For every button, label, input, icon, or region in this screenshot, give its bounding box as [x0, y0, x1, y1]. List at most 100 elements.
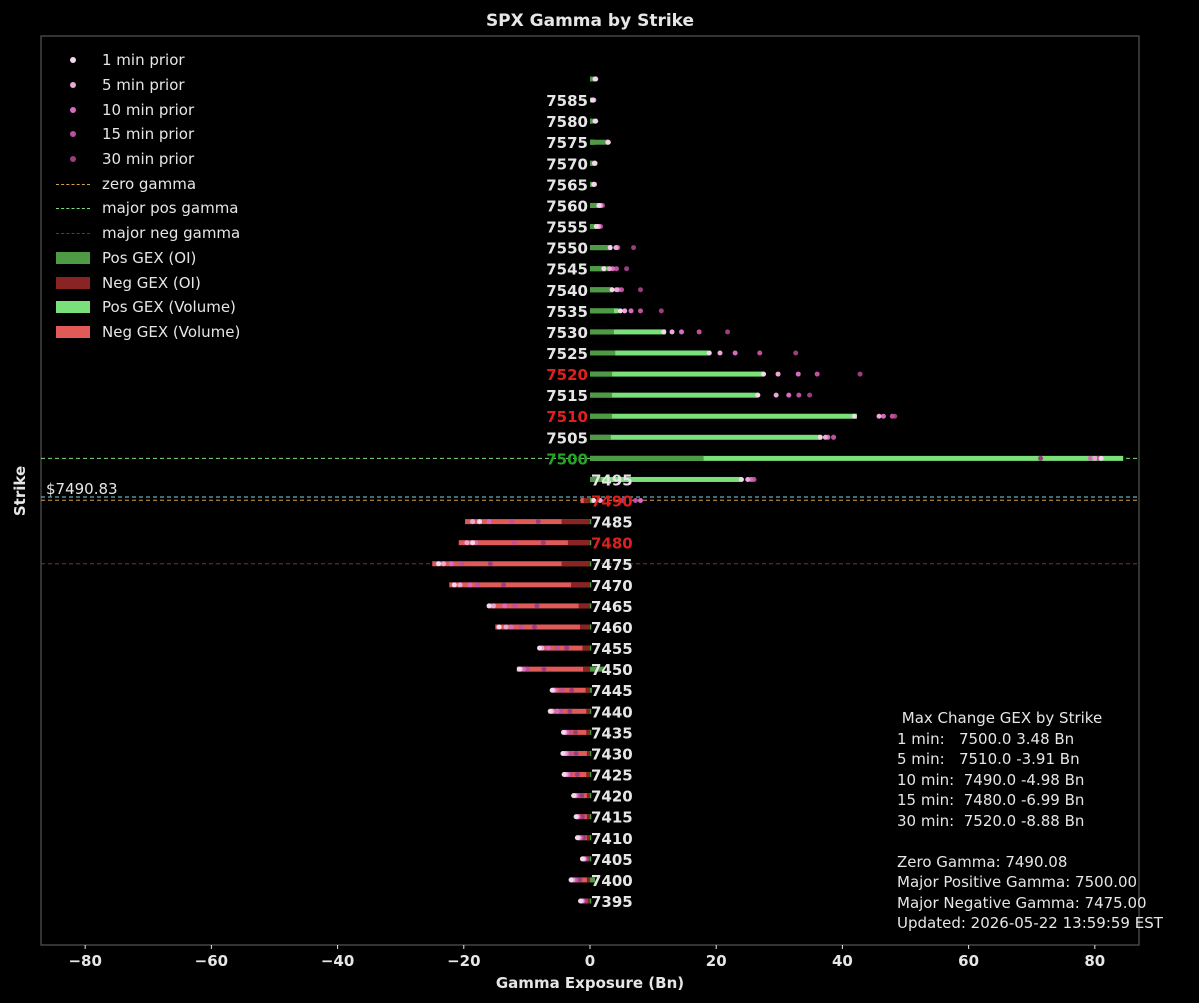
- dot-15min: [511, 540, 517, 546]
- info-box: Max Change GEX by Strike 1 min: 7500.0 3…: [897, 708, 1163, 934]
- strike-label: 7565: [546, 176, 588, 194]
- pos-gex-oi-bar: [590, 666, 605, 672]
- dot-5min: [669, 329, 675, 335]
- strike-label: 7475: [591, 556, 633, 574]
- legend-label: zero gamma: [102, 174, 197, 193]
- dot-15min: [512, 603, 518, 609]
- legend-label: 1 min prior: [102, 51, 185, 70]
- x-tick-label: 40: [832, 952, 853, 970]
- legend-item: 15 min prior: [56, 122, 240, 147]
- dot-15min: [889, 413, 895, 419]
- dot-10min: [448, 561, 454, 567]
- strike-label: 7505: [546, 429, 588, 447]
- dot-1min: [578, 898, 584, 904]
- dot-1min: [1098, 455, 1104, 461]
- info-row-15min: 15 min: 7480.0 -6.99 Bn: [897, 791, 1085, 809]
- dot-30min: [857, 371, 863, 377]
- neg-gex-oi-bar: [586, 708, 590, 714]
- legend-item: Neg GEX (Volume): [56, 320, 240, 345]
- neg-gex-oi-bar: [582, 645, 590, 651]
- strike-label: 7490: [591, 493, 633, 511]
- legend-patch-icon: [56, 251, 90, 264]
- pos-gex-oi-bar: [590, 772, 592, 778]
- dot-10min: [880, 413, 886, 419]
- legend-swatch: [56, 127, 90, 141]
- dot-30min: [534, 603, 540, 609]
- dot-15min: [554, 645, 560, 651]
- dot-15min: [696, 329, 702, 335]
- dot-30min: [624, 266, 630, 272]
- neg-gex-oi-bar: [586, 750, 590, 756]
- x-axis-label: Gamma Exposure (Bn): [496, 974, 684, 992]
- pos-gex-volume-bar: [590, 350, 709, 356]
- dot-1min: [738, 476, 744, 482]
- legend-patch-icon: [56, 301, 90, 314]
- legend-patch-icon: [56, 325, 90, 338]
- dot-5min: [717, 350, 723, 356]
- dot-10min: [679, 329, 684, 335]
- strike-label: 7585: [546, 92, 588, 110]
- strike-label: 7525: [546, 345, 588, 363]
- dot-1min: [596, 202, 602, 208]
- dot-30min: [572, 729, 578, 735]
- dot-5min: [441, 561, 447, 567]
- strike-label: 7410: [591, 830, 633, 848]
- chart-title: SPX Gamma by Strike: [486, 11, 694, 31]
- dot-1min: [561, 772, 567, 778]
- neg-gex-oi-bar: [586, 814, 590, 820]
- legend-swatch: [56, 251, 90, 265]
- dot-30min: [535, 519, 541, 525]
- pos-gex-volume-bar: [590, 392, 758, 398]
- info-major-pos-gamma: Major Positive Gamma: 7500.00: [897, 873, 1138, 891]
- neg-gex-oi-bar: [586, 835, 590, 841]
- dot-15min: [796, 392, 802, 398]
- dot-30min: [658, 308, 664, 314]
- dot-30min: [574, 772, 580, 778]
- pos-gex-oi-bar: [590, 287, 613, 293]
- dot-1min: [516, 666, 522, 672]
- dot-30min: [501, 582, 507, 588]
- dot-5min: [822, 434, 828, 440]
- dot-1min: [761, 371, 767, 377]
- dot-10min: [508, 624, 514, 630]
- dot-10min: [628, 308, 634, 314]
- dot-1min: [470, 540, 476, 546]
- strike-label: 7575: [546, 134, 588, 152]
- dot-5min: [876, 413, 882, 419]
- dot-30min: [793, 350, 799, 356]
- dot-1min: [496, 624, 502, 630]
- dot-1min: [486, 603, 492, 609]
- dot-15min: [614, 266, 620, 272]
- dot-10min: [486, 519, 492, 525]
- dot-1min: [755, 392, 761, 398]
- strike-label: 7520: [546, 366, 588, 384]
- legend-swatch: [56, 226, 90, 240]
- dot-1min: [568, 877, 574, 883]
- strike-label: 7405: [591, 851, 633, 869]
- pos-gex-oi-bar: [590, 434, 611, 440]
- info-major-neg-gamma: Major Negative Gamma: 7475.00: [897, 893, 1147, 912]
- strike-label: 7420: [591, 788, 633, 806]
- pos-gex-oi-bar: [590, 687, 592, 693]
- dot-1min: [477, 519, 483, 525]
- dot-1min: [591, 160, 597, 166]
- info-updated: Updated: 2026-05-22 13:59:59 EST: [897, 914, 1163, 932]
- dot-5min: [775, 371, 781, 377]
- legend-item: zero gamma: [56, 171, 240, 196]
- legend-label: Neg GEX (OI): [102, 273, 201, 292]
- legend-dot-icon: [70, 57, 76, 64]
- dot-1min: [609, 287, 615, 293]
- dot-1min: [607, 245, 613, 251]
- strike-label: 7515: [546, 387, 588, 405]
- dot-30min: [637, 287, 643, 293]
- pos-gex-oi-bar: [590, 476, 602, 482]
- dot-30min: [540, 540, 546, 546]
- dot-15min: [558, 708, 564, 714]
- dot-1min: [537, 645, 543, 651]
- x-tick-label: −60: [195, 952, 228, 970]
- legend-swatch: [56, 201, 90, 215]
- strike-label: 7440: [591, 703, 633, 721]
- neg-gex-oi-bar: [586, 729, 590, 735]
- dot-5min: [613, 245, 619, 251]
- pos-gex-oi-bar: [590, 224, 597, 230]
